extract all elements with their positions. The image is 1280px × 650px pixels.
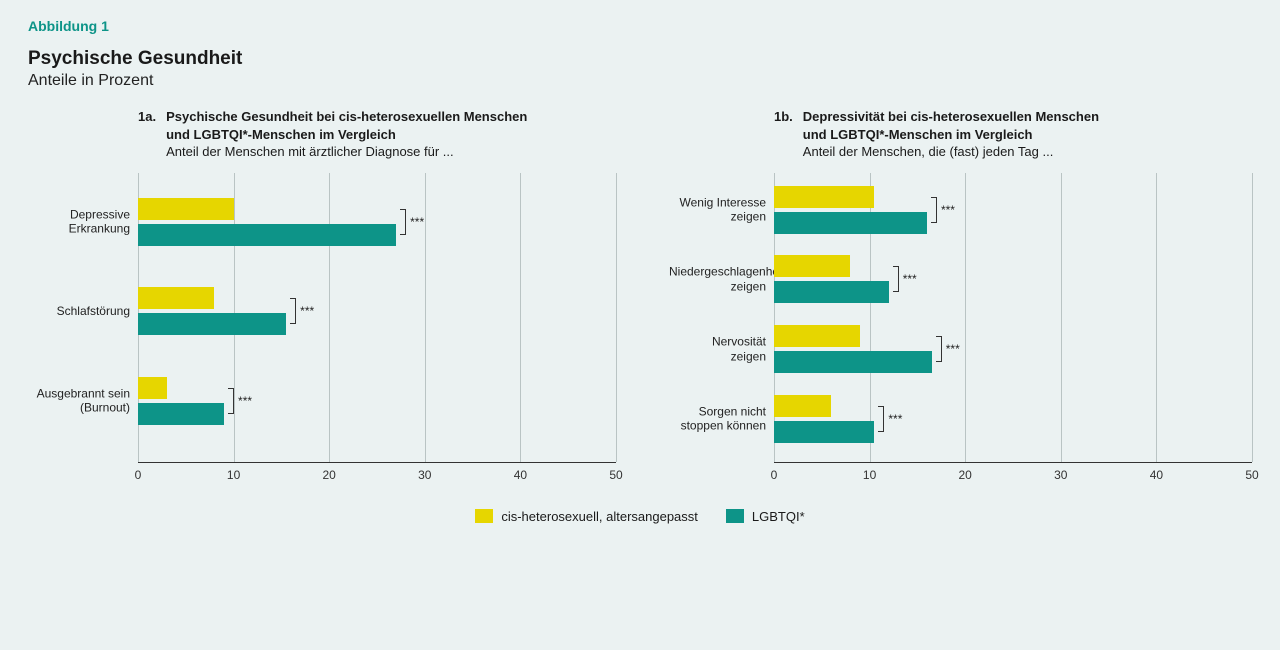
x-tick: 50 [1245, 468, 1258, 482]
panel-1b-title-l1: Depressivität bei cis-heterosexuellen Me… [803, 108, 1099, 126]
significance-bracket [878, 406, 884, 432]
panel-1b-header: 1b. Depressivität bei cis-heterosexuelle… [774, 108, 1252, 161]
category-label: Sorgen nichtstoppen können [669, 405, 774, 434]
panel-1a-header: 1a. Psychische Gesundheit bei cis-hetero… [138, 108, 616, 161]
chart-subtitle: Anteile in Prozent [28, 72, 1252, 90]
bar-series-b [774, 421, 874, 443]
x-tick: 50 [609, 468, 622, 482]
panel-1a: 1a. Psychische Gesundheit bei cis-hetero… [28, 108, 616, 493]
significance-bracket [228, 388, 234, 414]
significance-label: *** [300, 304, 314, 318]
bar-group: Schlafstörung*** [138, 287, 616, 335]
panel-1a-title-l1: Psychische Gesundheit bei cis-heterosexu… [166, 108, 527, 126]
significance-label: *** [946, 342, 960, 356]
legend-item-a: cis-heterosexuell, altersangepasst [475, 509, 698, 524]
bar-series-a [774, 255, 850, 277]
significance-bracket [931, 197, 937, 223]
bar-series-b [774, 351, 932, 373]
significance-bracket [936, 336, 942, 362]
legend: cis-heterosexuell, altersangepasst LGBTQ… [28, 509, 1252, 524]
significance-label: *** [903, 272, 917, 286]
bar-group: DepressiveErkrankung*** [138, 198, 616, 246]
bar-series-a [138, 198, 234, 220]
plot-1b: Wenig Interessezeigen*** Niedergeschlagen… [774, 173, 1252, 463]
category-label: DepressiveErkrankung [33, 207, 138, 236]
bar-group: Niedergeschlagenheitzeigen*** [774, 255, 1252, 303]
category-label: Schlafstörung [33, 304, 138, 318]
bar-series-a [774, 395, 831, 417]
x-tick: 0 [135, 468, 142, 482]
panel-1a-sub: Anteil der Menschen mit ärztlicher Diagn… [166, 143, 527, 161]
bar-series-b [774, 212, 927, 234]
significance-bracket [400, 209, 406, 235]
bar-series-a [774, 186, 874, 208]
x-tick: 20 [959, 468, 972, 482]
legend-label-b: LGBTQI* [752, 509, 805, 524]
x-tick: 40 [1150, 468, 1163, 482]
x-tick: 30 [1054, 468, 1067, 482]
chart-1b: Wenig Interessezeigen*** Niedergeschlagen… [774, 173, 1252, 493]
significance-label: *** [410, 215, 424, 229]
x-tick: 10 [863, 468, 876, 482]
x-tick: 10 [227, 468, 240, 482]
bar-series-a [138, 377, 167, 399]
bar-series-b [138, 224, 396, 246]
panel-1a-title-l2: und LGBTQI*-Menschen im Vergleich [166, 126, 527, 144]
gridline [616, 173, 617, 462]
x-tick: 40 [514, 468, 527, 482]
panel-1b: 1b. Depressivität bei cis-heterosexuelle… [664, 108, 1252, 493]
chart-title: Psychische Gesundheit [28, 48, 1252, 70]
bar-group: Sorgen nichtstoppen können*** [774, 395, 1252, 443]
legend-label-a: cis-heterosexuell, altersangepasst [501, 509, 698, 524]
panel-1b-num: 1b. [774, 108, 793, 161]
bar-series-a [774, 325, 860, 347]
bar-group: Ausgebrannt sein(Burnout)*** [138, 377, 616, 425]
category-label: Wenig Interessezeigen [669, 195, 774, 224]
chart-1a: DepressiveErkrankung*** Schlafstörung*** A… [138, 173, 616, 493]
significance-bracket [290, 298, 296, 324]
plot-1a: DepressiveErkrankung*** Schlafstörung*** A… [138, 173, 616, 463]
category-label: Ausgebrannt sein(Burnout) [33, 387, 138, 416]
panel-1b-title-l2: und LGBTQI*-Menschen im Vergleich [803, 126, 1099, 144]
significance-label: *** [941, 203, 955, 217]
bar-group: Wenig Interessezeigen*** [774, 186, 1252, 234]
bar-series-b [774, 281, 889, 303]
panels-container: 1a. Psychische Gesundheit bei cis-hetero… [28, 108, 1252, 493]
panel-1a-num: 1a. [138, 108, 156, 161]
bar-series-a [138, 287, 214, 309]
swatch-a [475, 509, 493, 523]
legend-item-b: LGBTQI* [726, 509, 805, 524]
significance-label: *** [888, 412, 902, 426]
category-label: Niedergeschlagenheitzeigen [669, 265, 774, 294]
x-tick: 0 [771, 468, 778, 482]
figure-label: Abbildung 1 [28, 18, 1252, 34]
bar-series-b [138, 313, 286, 335]
category-label: Nervositätzeigen [669, 335, 774, 364]
x-tick: 20 [323, 468, 336, 482]
significance-label: *** [238, 394, 252, 408]
significance-bracket [893, 266, 899, 292]
bar-group: Nervositätzeigen*** [774, 325, 1252, 373]
panel-1b-sub: Anteil der Menschen, die (fast) jeden Ta… [803, 143, 1099, 161]
bar-series-b [138, 403, 224, 425]
swatch-b [726, 509, 744, 523]
x-tick: 30 [418, 468, 431, 482]
gridline [1252, 173, 1253, 462]
